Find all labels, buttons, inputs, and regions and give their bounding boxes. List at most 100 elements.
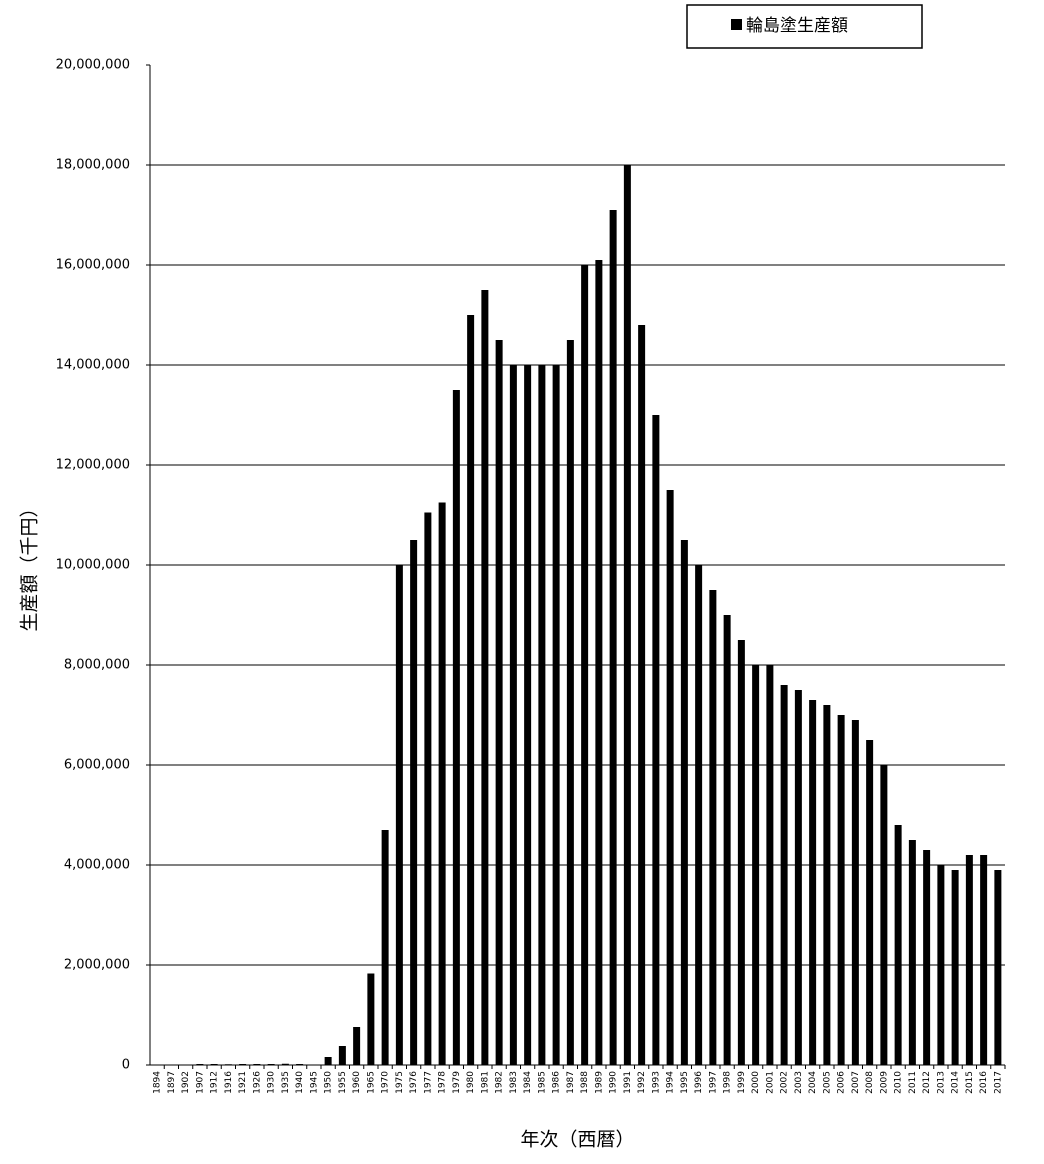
x-tick-label: 1930 [267, 1071, 277, 1094]
bar [595, 260, 603, 1065]
bar [766, 665, 774, 1065]
x-tick-label: 2010 [894, 1071, 904, 1094]
bar [481, 290, 489, 1065]
bar [353, 1027, 361, 1065]
x-tick-label: 1986 [552, 1071, 562, 1094]
bar [552, 365, 560, 1065]
bar [809, 700, 817, 1065]
bar [680, 540, 688, 1065]
x-tick-label: 1935 [281, 1071, 291, 1094]
bar [965, 855, 973, 1065]
x-tick-label: 1980 [466, 1071, 476, 1094]
x-tick-label: 1977 [423, 1071, 433, 1094]
x-tick-label: 1894 [153, 1071, 163, 1094]
bar [994, 870, 1002, 1065]
bar [880, 765, 888, 1065]
bar [908, 840, 916, 1065]
bar [367, 973, 375, 1065]
x-tick-label: 2013 [936, 1071, 946, 1094]
bar [609, 210, 617, 1065]
bar [937, 865, 945, 1065]
x-tick-label: 2014 [951, 1071, 961, 1094]
y-axis-title: 生産額（千円） [19, 498, 41, 631]
bar [538, 365, 546, 1065]
x-tick-label: 2017 [993, 1071, 1003, 1094]
bar [923, 850, 931, 1065]
bar [524, 365, 532, 1065]
x-tick-label: 2012 [922, 1071, 932, 1094]
x-tick-label: 1902 [181, 1071, 191, 1094]
x-tick-label: 1993 [651, 1071, 661, 1094]
x-tick-label: 2015 [965, 1071, 975, 1094]
bar [581, 265, 589, 1065]
bar [495, 340, 503, 1065]
bar [267, 1064, 275, 1065]
y-tick-label: 14,000,000 [56, 358, 130, 373]
x-tick-label: 1981 [480, 1071, 490, 1094]
y-tick-label: 10,000,000 [56, 558, 130, 573]
x-tick-label: 1960 [352, 1071, 362, 1094]
bar [851, 720, 859, 1065]
y-tick-label: 8,000,000 [64, 658, 130, 673]
x-tick-label: 1975 [395, 1071, 405, 1094]
y-tick-label: 12,000,000 [56, 458, 130, 473]
x-tick-label: 2009 [879, 1071, 889, 1094]
bar [452, 390, 460, 1065]
bar [709, 590, 717, 1065]
bar [253, 1064, 261, 1065]
x-tick-label: 1976 [409, 1071, 419, 1094]
x-axis-title: 年次（西暦） [520, 1129, 634, 1151]
bar [623, 165, 631, 1065]
x-tick-label: 1926 [252, 1071, 262, 1094]
bar [509, 365, 517, 1065]
x-tick-label: 1987 [566, 1071, 576, 1094]
y-tick-label: 2,000,000 [64, 958, 130, 973]
bar [566, 340, 574, 1065]
bar [780, 685, 788, 1065]
bar [752, 665, 760, 1065]
bar [467, 315, 475, 1065]
x-tick-label: 1990 [609, 1071, 619, 1094]
x-tick-label: 1996 [694, 1071, 704, 1094]
y-tick-label: 20,000,000 [56, 58, 130, 73]
x-tick-label: 1955 [338, 1071, 348, 1094]
legend-swatch [731, 19, 742, 30]
x-tick-label: 1982 [495, 1071, 505, 1094]
x-tick-label: 1897 [167, 1071, 177, 1094]
x-tick-label: 2003 [794, 1071, 804, 1094]
bar [410, 540, 418, 1065]
bar [196, 1064, 204, 1065]
x-tick-label: 1970 [381, 1071, 391, 1094]
x-tick-label: 1991 [623, 1071, 633, 1094]
bar [210, 1064, 218, 1065]
y-tick-label: 16,000,000 [56, 258, 130, 273]
bar [381, 830, 389, 1065]
bar [239, 1064, 247, 1065]
x-tick-label: 2011 [908, 1071, 918, 1094]
bar [980, 855, 988, 1065]
x-tick-label: 1998 [723, 1071, 733, 1094]
x-tick-label: 2008 [865, 1071, 875, 1094]
bar [638, 325, 646, 1065]
x-tick-label: 1907 [195, 1071, 205, 1094]
legend-label: 輪島塗生産額 [746, 15, 848, 36]
x-tick-label: 1940 [295, 1071, 305, 1094]
bar [338, 1046, 346, 1065]
x-tick-label: 2005 [822, 1071, 832, 1094]
x-tick-label: 1992 [637, 1071, 647, 1094]
y-tick-label: 6,000,000 [64, 758, 130, 773]
x-tick-label: 1983 [509, 1071, 519, 1094]
x-tick-label: 2000 [751, 1071, 761, 1094]
x-tick-label: 1916 [224, 1071, 234, 1094]
x-tick-label: 1984 [523, 1071, 533, 1094]
bar [695, 565, 703, 1065]
x-tick-label: 1995 [680, 1071, 690, 1094]
legend-box [686, 4, 923, 49]
bar [866, 740, 874, 1065]
x-tick-label: 2002 [780, 1071, 790, 1094]
x-tick-label: 1965 [366, 1071, 376, 1094]
bar [823, 705, 831, 1065]
x-tick-label: 1989 [594, 1071, 604, 1094]
x-tick-label: 1979 [452, 1071, 462, 1094]
